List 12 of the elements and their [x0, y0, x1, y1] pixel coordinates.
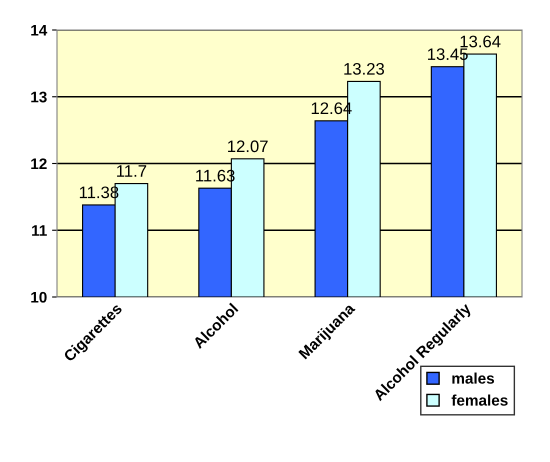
data-label: 12.07	[228, 140, 268, 152]
y-tick-label: 14	[31, 25, 48, 36]
y-tick-label: 10	[31, 292, 47, 303]
data-label: 11.7	[117, 165, 146, 177]
y-tick-label: 12	[31, 158, 47, 170]
legend-label: males	[452, 372, 494, 384]
data-label: 13.45	[428, 48, 468, 60]
legend-label: females	[452, 394, 508, 406]
y-tick-label: 13	[31, 92, 47, 102]
data-label: 13.23	[344, 62, 384, 75]
y-tick-label: 11	[32, 225, 47, 236]
data-label: 13.64	[460, 36, 501, 48]
